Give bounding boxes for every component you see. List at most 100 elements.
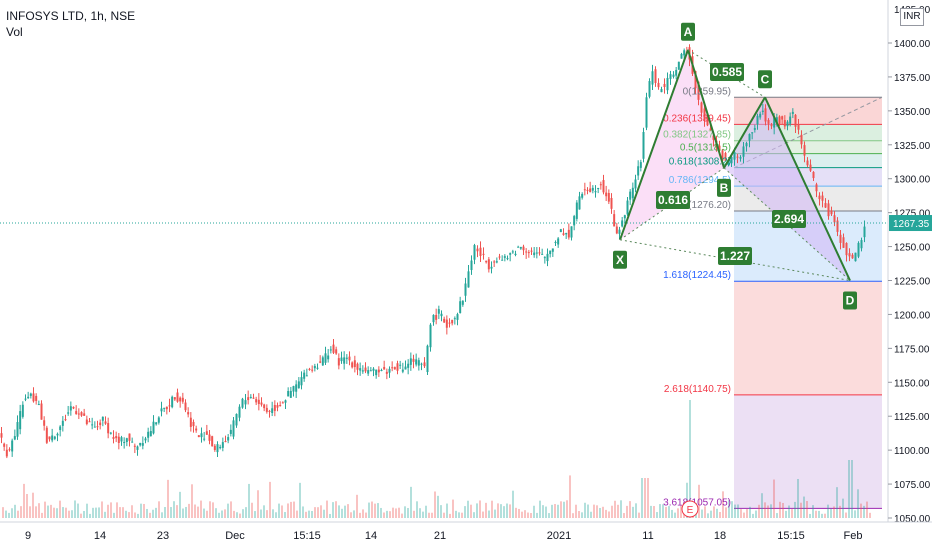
candle-body xyxy=(559,229,562,233)
volume-bar xyxy=(485,502,487,518)
candle-body xyxy=(709,128,712,131)
pattern-leg xyxy=(723,96,766,169)
candle-body xyxy=(833,215,836,223)
candle-body xyxy=(557,238,560,245)
volume-bar xyxy=(167,479,169,518)
candle-body xyxy=(573,216,576,226)
candle-body xyxy=(806,160,809,166)
pattern-point-b: B xyxy=(720,181,729,195)
candle-body xyxy=(594,191,597,193)
candle-body xyxy=(451,319,454,324)
volume-bar xyxy=(725,507,727,518)
candle-body xyxy=(797,124,800,130)
volume-bar xyxy=(809,513,811,518)
candle-body xyxy=(501,259,504,261)
volume-bar xyxy=(731,501,733,518)
candle-body xyxy=(300,377,303,386)
volume-bar xyxy=(662,504,664,518)
volume-bar xyxy=(815,510,817,518)
volume-bar xyxy=(689,400,691,518)
volume-bar xyxy=(743,512,745,518)
candle-body xyxy=(45,427,48,443)
candle-body xyxy=(351,362,354,368)
candle-body xyxy=(21,404,24,417)
volume-bar xyxy=(128,512,130,518)
volume-bar xyxy=(524,510,526,518)
volume-bar xyxy=(605,509,607,518)
volume-bar xyxy=(449,513,451,518)
candle-body xyxy=(827,203,830,217)
pattern-leg xyxy=(687,49,725,169)
time-tick-label: 21 xyxy=(434,530,446,542)
volume-bar xyxy=(200,500,202,518)
volume-bar xyxy=(389,511,391,518)
volume-bar xyxy=(461,512,463,518)
volume-bar xyxy=(143,503,145,518)
candle-body xyxy=(157,417,160,423)
candle-body xyxy=(327,355,330,360)
volume-bar xyxy=(443,512,445,518)
candle-body xyxy=(335,349,338,354)
candle-body xyxy=(13,436,16,440)
candle-body xyxy=(219,446,222,449)
candle-body xyxy=(476,248,479,252)
volume-bar xyxy=(548,513,550,518)
candle-body xyxy=(448,322,451,324)
volume-bar xyxy=(770,504,772,518)
candle-body xyxy=(249,396,252,398)
pattern-point-a: A xyxy=(684,25,693,39)
candle-body xyxy=(812,171,815,179)
candle-body xyxy=(112,436,115,439)
candle-body xyxy=(629,191,632,200)
volume-bar xyxy=(152,509,154,518)
time-tick-label: 23 xyxy=(157,530,169,542)
volume-bar xyxy=(707,513,709,518)
candle-body xyxy=(303,372,306,379)
candle-body xyxy=(396,363,399,371)
candle-body xyxy=(818,195,821,200)
volume-bar xyxy=(632,506,634,518)
chart-legend: INFOSYS LTD, 1h, NSE Vol xyxy=(6,8,135,40)
candle-body xyxy=(562,233,565,235)
last-price-label: 1267.35 xyxy=(893,219,930,230)
candle-body xyxy=(522,246,525,251)
volume-bar xyxy=(647,478,649,518)
candle-body xyxy=(675,69,678,76)
candle-body xyxy=(700,102,703,113)
candle-body xyxy=(265,407,268,412)
candle-body xyxy=(367,370,370,374)
candle-body xyxy=(189,417,192,427)
candle-body xyxy=(527,252,530,254)
pattern-ratio-label-box xyxy=(772,210,806,228)
volume-bar xyxy=(206,510,208,518)
volume-bar xyxy=(431,512,433,518)
candle-body xyxy=(437,309,440,314)
candle-body xyxy=(626,200,629,215)
volume-bar xyxy=(302,506,304,518)
volume-bar xyxy=(566,500,568,518)
candle-body xyxy=(208,434,211,441)
candle-body xyxy=(377,369,380,373)
candle-body xyxy=(663,83,666,87)
volume-bar xyxy=(824,513,826,518)
candle-body xyxy=(597,187,600,190)
candle-body xyxy=(287,390,290,397)
volume-bar xyxy=(368,502,370,518)
volume-bar xyxy=(203,508,205,518)
price-tick-label: 1050.00 xyxy=(894,514,931,525)
candle-body xyxy=(0,433,3,438)
candle-body xyxy=(742,146,745,157)
volume-bar xyxy=(416,501,418,518)
fib-level-label: 2.618(1140.75) xyxy=(664,384,731,395)
volume-bar xyxy=(866,501,868,518)
volume-bar xyxy=(305,511,307,518)
volume-bar xyxy=(260,509,262,518)
currency-badge[interactable]: INR xyxy=(900,8,924,26)
candle-body xyxy=(445,319,448,328)
price-candles xyxy=(0,44,888,459)
volume-bar xyxy=(545,506,547,518)
volume-bar xyxy=(11,508,13,518)
candle-body xyxy=(618,229,621,234)
volume-bar xyxy=(737,504,739,518)
